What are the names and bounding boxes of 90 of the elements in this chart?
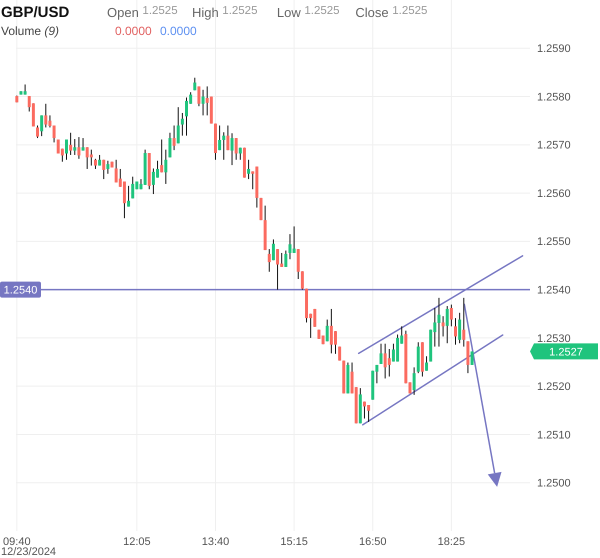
y-tick-label: 1.2540 (537, 284, 571, 296)
annotation: 0.0000 (160, 24, 198, 38)
candlestick (73, 138, 76, 156)
y-tick-label: 1.2500 (537, 478, 571, 490)
candlestick (470, 350, 474, 366)
x-tick-label: 09:40 (3, 536, 31, 548)
candlestick (127, 185, 130, 208)
y-tick-label: 1.2590 (537, 43, 571, 56)
candlestick (226, 125, 230, 151)
x-tick-label: 15:15 (280, 536, 308, 548)
candlestick (77, 136, 80, 160)
candlestick (313, 308, 316, 328)
candlestick (238, 147, 242, 160)
annotation: Volume (9) (1, 24, 60, 38)
candlestick (450, 304, 453, 327)
y-tick-label: 1.2510 (537, 429, 571, 442)
candlestick (276, 248, 280, 290)
ref-line-label: 1.2540 (4, 284, 38, 296)
annotation: 0.0000 (115, 24, 152, 38)
candlestick (185, 97, 188, 136)
candlestick (442, 316, 445, 337)
candlestick (106, 160, 110, 174)
candlestick (230, 132, 234, 166)
x-tick-label: 18:25 (438, 536, 466, 548)
candlestick (86, 146, 89, 170)
candlestick (330, 308, 333, 354)
candlestick (425, 356, 428, 372)
candlestick (326, 319, 329, 342)
candlestick (152, 168, 155, 195)
candlestick (114, 159, 118, 183)
candlestick (234, 138, 238, 160)
y-tick-label: 1.2560 (537, 188, 571, 200)
candlestick (284, 250, 288, 268)
y-tick-label: 1.2580 (537, 91, 571, 104)
candlestick (176, 106, 180, 144)
candlestick (367, 404, 370, 422)
candlestick (437, 297, 440, 348)
candlestick (40, 114, 44, 137)
candlestick (90, 149, 93, 166)
annotation: Close $^{1.2525}$ (355, 5, 428, 20)
candlestick (247, 159, 250, 180)
candlestick (168, 132, 172, 158)
candlestick (466, 340, 470, 374)
y-tick-label: 1.2520 (537, 381, 571, 394)
candlestick (82, 138, 85, 152)
candlestick (122, 181, 126, 219)
candlestick (94, 158, 97, 170)
chart-title: GBP/USD (1, 4, 70, 21)
annotation: Open $^{1.2525}$ (107, 5, 178, 20)
y-tick-label: 1.2570 (537, 140, 571, 152)
annotation: High $^{1.2525}$ (192, 5, 258, 20)
candlestick (362, 401, 366, 420)
y-tick-label: 1.2550 (537, 236, 571, 248)
candlestick (202, 89, 205, 116)
candlestick (102, 159, 106, 180)
candlestick (160, 139, 164, 173)
candlestick (396, 334, 400, 362)
candlestick (458, 312, 462, 344)
candlestick (380, 343, 383, 364)
candlestick (338, 346, 342, 362)
candlestick (36, 125, 40, 139)
candlestick (164, 149, 168, 184)
candlestick (56, 140, 60, 154)
candlestick (388, 348, 391, 378)
x-tick-label: 12:05 (123, 536, 151, 548)
candlestick (197, 86, 200, 107)
candlestick (446, 306, 449, 344)
text: 12/23/2024 (1, 546, 56, 558)
candlestick (193, 77, 196, 91)
candlestick (288, 234, 292, 260)
candlestick (65, 139, 68, 160)
candlestick (454, 318, 457, 346)
candlestick (180, 112, 184, 136)
candlestick (384, 343, 387, 379)
annotation: Low $^{1.2525}$ (276, 5, 340, 20)
candlestick (292, 226, 296, 254)
candlestick (44, 103, 48, 128)
x-tick-label: 16:50 (358, 536, 387, 548)
candlestick (268, 248, 271, 272)
candlestick (69, 132, 72, 156)
candlestick (272, 238, 275, 261)
candlestick (462, 297, 466, 348)
y-tick-label: 1.2530 (537, 332, 571, 345)
candlestick (172, 125, 176, 151)
candlestick (280, 252, 284, 268)
candlestick (218, 125, 222, 151)
candlestick (131, 176, 134, 199)
text: 1.2527 (549, 346, 583, 358)
x-tick-label: 13:40 (202, 536, 230, 548)
candlestick (412, 366, 416, 396)
